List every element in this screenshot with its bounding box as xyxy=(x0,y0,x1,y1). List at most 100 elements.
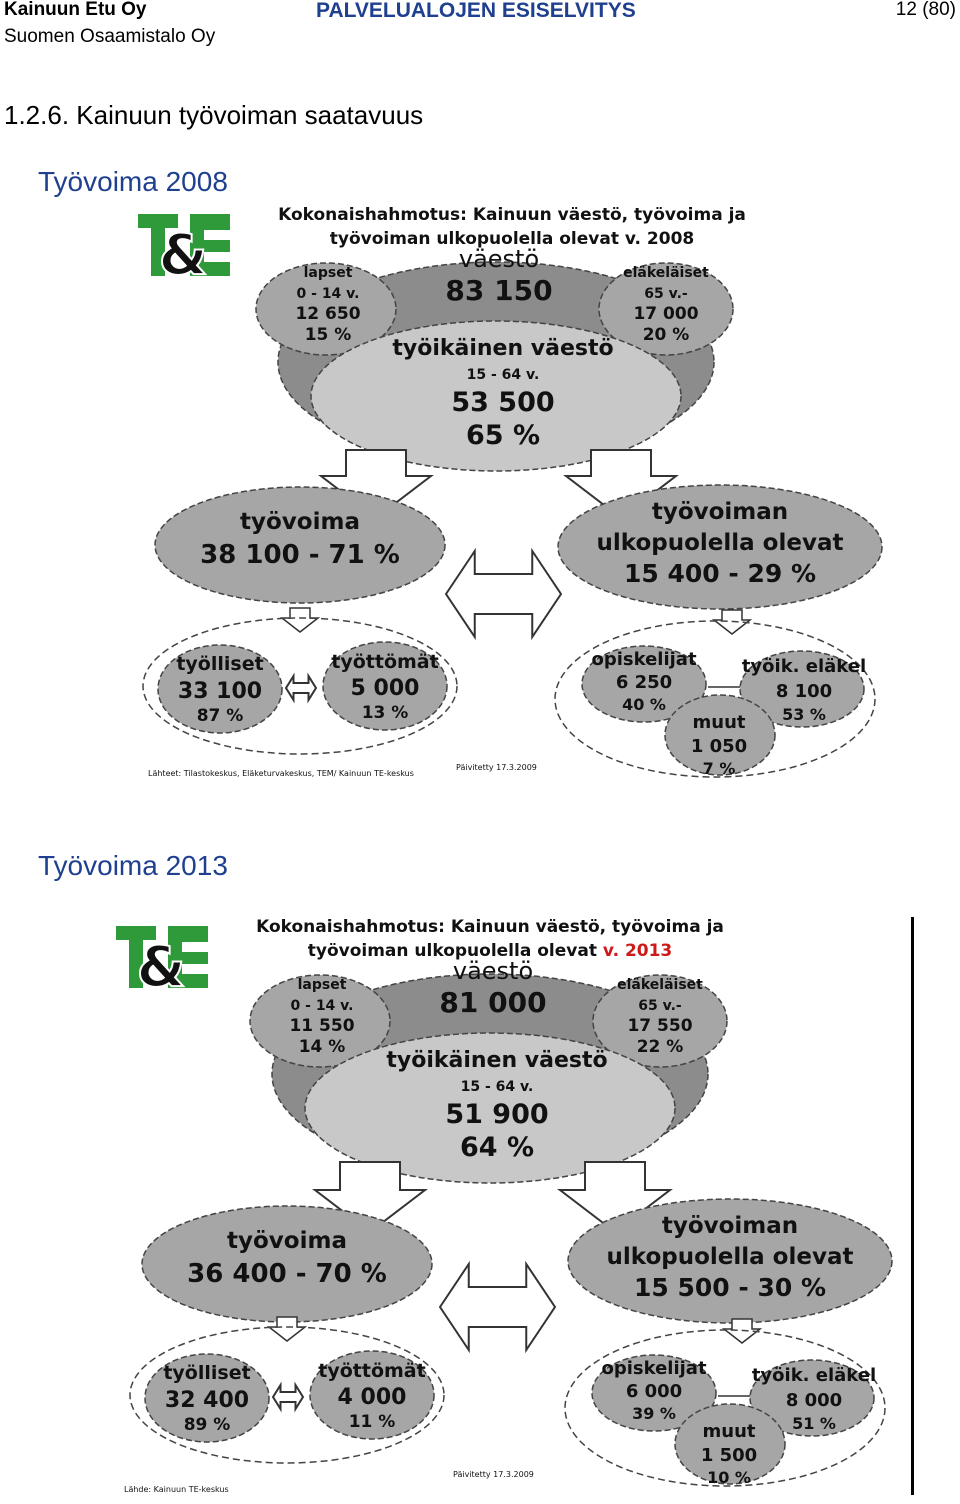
children-text-2: 12 650 xyxy=(295,304,360,324)
working-age-text-1: 15 - 64 v. xyxy=(467,367,540,383)
outside-group-outline xyxy=(554,620,876,778)
te-logo-e-block xyxy=(190,214,230,276)
working-age-text-3: 65 % xyxy=(466,420,540,451)
figure-heading-2008: Työvoima 2008 xyxy=(38,166,228,197)
pensioners-text-1: 65 v.- xyxy=(638,998,682,1014)
population-value: 81 000 xyxy=(439,986,546,1019)
te-logo-e-gap2 xyxy=(204,252,230,262)
page-edge-line xyxy=(911,917,914,1495)
diagram-2013: & Kokonaishahmotus: Kainuun väestö, työvo… xyxy=(0,912,960,1499)
diagram-2008: & Kokonaishahmotus: Kainuun väestö, työvo… xyxy=(0,200,960,785)
pensioners-text-2: 17 550 xyxy=(627,1016,692,1036)
arrow-to-labour-force xyxy=(318,449,434,520)
pensioners-text-2: 17 000 xyxy=(633,304,698,324)
early-pensioners-text-0: työik. eläkel xyxy=(752,1365,876,1386)
employed-ellipse xyxy=(144,1353,270,1443)
children-text-3: 14 % xyxy=(299,1037,346,1057)
double-arrow-employment xyxy=(284,672,318,704)
pensioners-text-0: eläkeläiset xyxy=(623,265,709,281)
outside-text-0: työvoiman xyxy=(652,499,788,525)
labour-force-ellipse xyxy=(154,486,446,604)
children-text-1: 0 - 14 v. xyxy=(291,998,354,1014)
students-ellipse xyxy=(591,1354,717,1432)
children-ellipse xyxy=(249,974,391,1068)
others-text-0: muut xyxy=(693,712,746,733)
te-logo-t-stem xyxy=(129,926,143,988)
working-age-text-0: työikäinen väestö xyxy=(392,336,613,361)
others-text-2: 7 % xyxy=(703,759,736,778)
students-text-1: 6 000 xyxy=(626,1381,682,1402)
header-company: Kainuun Etu Oy xyxy=(4,0,147,20)
early-pensioners-ellipse xyxy=(739,650,865,728)
employed-text-1: 32 400 xyxy=(165,1388,249,1413)
figure-heading-2013: Työvoima 2013 xyxy=(38,850,228,881)
children-text-1: 0 - 14 v. xyxy=(297,286,360,302)
updated-note: Päivitetty 17.3.2009 xyxy=(456,763,537,772)
arrow-to-employment xyxy=(279,607,321,633)
others-ellipse xyxy=(664,694,776,776)
unemployed-text-0: työttömät xyxy=(318,1360,425,1382)
pensioners-text-3: 20 % xyxy=(643,325,690,345)
working-age-text-3: 64 % xyxy=(460,1132,534,1163)
outside-group-outline xyxy=(564,1329,886,1487)
children-text-0: lapset xyxy=(298,977,347,993)
employed-text-1: 33 100 xyxy=(178,679,262,704)
labour-force-text-1: 38 100 - 71 % xyxy=(200,540,400,570)
updated-note: Päivitetty 17.3.2009 xyxy=(453,1470,534,1479)
unemployed-text-1: 4 000 xyxy=(338,1385,407,1410)
early-pensioners-text-1: 8 100 xyxy=(776,681,832,702)
early-pensioners-ellipse xyxy=(749,1359,875,1437)
pensioners-text-0: eläkeläiset xyxy=(617,977,703,993)
employed-text-0: työlliset xyxy=(176,653,263,675)
pensioners-text-3: 22 % xyxy=(637,1037,684,1057)
pensioners-text-1: 65 v.- xyxy=(644,286,688,302)
students-text-0: opiskelijat xyxy=(591,649,696,670)
pensioners-ellipse xyxy=(592,974,728,1068)
pensioners-ellipse xyxy=(598,262,734,356)
te-logo-e-block xyxy=(168,926,208,988)
outside-text-2: 15 500 - 30 % xyxy=(634,1273,826,1302)
working-age-text-1: 15 - 64 v. xyxy=(461,1079,534,1095)
unemployed-text-2: 11 % xyxy=(349,1412,396,1432)
outside-ellipse xyxy=(567,1198,893,1324)
double-arrow-employment xyxy=(271,1381,305,1413)
students-ellipse xyxy=(581,645,707,723)
unemployed-ellipse xyxy=(322,641,448,731)
section-title: 1.2.6. Kainuun työvoiman saatavuus xyxy=(4,100,424,130)
labour-force-text-0: työvoima xyxy=(227,1228,347,1254)
others-text-0: muut xyxy=(703,1421,756,1442)
header-subcompany: Suomen Osaamistalo Oy xyxy=(4,26,216,47)
te-logo: & xyxy=(138,214,230,289)
students-text-2: 40 % xyxy=(622,695,666,714)
others-text-2: 10 % xyxy=(707,1468,751,1487)
employment-group-outline xyxy=(129,1326,445,1464)
population-label: väestö xyxy=(453,957,533,985)
diagram-title-line2: työvoiman ulkopuolella olevat v. 2008 xyxy=(330,229,695,249)
unemployed-text-2: 13 % xyxy=(362,703,409,723)
working-age-ellipse xyxy=(310,320,682,472)
early-pensioners-text-2: 53 % xyxy=(782,705,826,724)
employed-text-2: 87 % xyxy=(197,706,244,726)
employed-text-2: 89 % xyxy=(184,1415,231,1435)
children-text-2: 11 550 xyxy=(289,1016,354,1036)
children-text-3: 15 % xyxy=(305,325,352,345)
unemployed-text-1: 5 000 xyxy=(351,676,420,701)
te-logo-t-stem xyxy=(151,214,165,276)
outside-ellipse xyxy=(557,484,883,610)
others-text-1: 1 050 xyxy=(691,736,747,757)
arrow-to-labour-force xyxy=(312,1161,428,1234)
te-logo: & xyxy=(116,926,208,1001)
early-pensioners-text-1: 8 000 xyxy=(786,1390,842,1411)
te-logo-ampersand: & xyxy=(137,935,186,1000)
labour-force-text-1: 36 400 - 70 % xyxy=(187,1259,387,1289)
working-age-text-2: 53 500 xyxy=(451,387,554,418)
unemployed-ellipse xyxy=(309,1350,435,1440)
double-arrow-between-groups xyxy=(438,1260,557,1354)
diagram-title-line1: Kokonaishahmotus: Kainuun väestö, työvoi… xyxy=(278,205,746,225)
children-text-0: lapset xyxy=(304,265,353,281)
students-text-1: 6 250 xyxy=(616,672,672,693)
population-label: väestö xyxy=(459,245,539,273)
diagram-title-line2: työvoiman ulkopuolella olevat v. 2013 xyxy=(308,941,673,961)
working-age-text-0: työikäinen väestö xyxy=(386,1048,607,1073)
population-value: 83 150 xyxy=(445,274,552,307)
